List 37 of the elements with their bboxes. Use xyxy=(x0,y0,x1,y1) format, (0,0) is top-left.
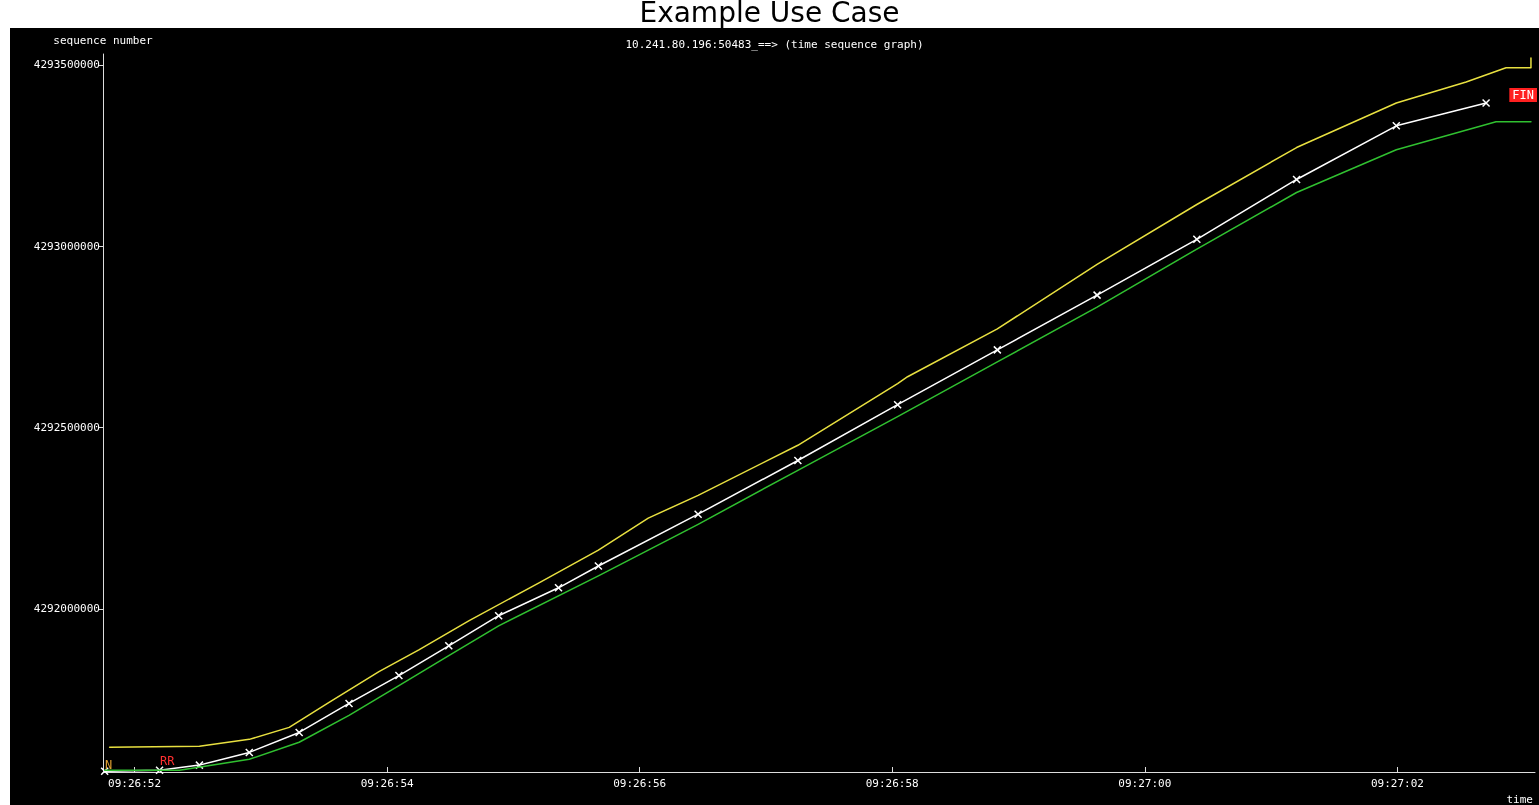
x-axis-title: time xyxy=(1506,793,1533,805)
point xyxy=(1192,235,1202,244)
x-tick-label: 09:26:54 xyxy=(360,777,414,790)
x-tick-label: 09:26:56 xyxy=(613,777,667,790)
point xyxy=(693,509,703,519)
point xyxy=(155,765,164,775)
point xyxy=(294,728,304,737)
point xyxy=(245,748,254,757)
point xyxy=(893,400,902,409)
y-tick-label: 4292500000 xyxy=(33,421,100,435)
annotation: RR xyxy=(160,754,176,768)
point xyxy=(1092,290,1102,300)
point xyxy=(993,345,1002,355)
point xyxy=(494,611,503,620)
x-tick-label: 09:26:52 xyxy=(108,777,162,790)
point xyxy=(195,760,204,770)
annotation: N xyxy=(105,758,113,772)
y-tick-label: 4293000000 xyxy=(33,239,100,253)
x-tick-label: 09:26:58 xyxy=(865,777,919,790)
x-tick-label: 09:27:00 xyxy=(1118,777,1172,790)
point xyxy=(554,583,563,593)
point xyxy=(344,699,354,708)
point xyxy=(594,561,603,571)
chart-title: Example Use Case xyxy=(638,0,901,29)
chart-subtitle: 10.241.80.196:50483_==> (time sequence graph) xyxy=(625,38,924,51)
y-tick-label: 4293500000 xyxy=(33,58,100,72)
x-tick-label: 09:27:02 xyxy=(1370,777,1424,790)
point xyxy=(1292,175,1301,184)
point xyxy=(444,641,454,651)
point xyxy=(793,456,803,465)
point xyxy=(100,767,109,776)
annotation: FIN xyxy=(1512,88,1535,102)
y-axis-title: sequence number xyxy=(53,34,154,47)
point xyxy=(1481,98,1491,108)
point xyxy=(394,671,404,680)
point xyxy=(1392,121,1401,131)
y-tick-label: 4292000000 xyxy=(33,602,100,616)
